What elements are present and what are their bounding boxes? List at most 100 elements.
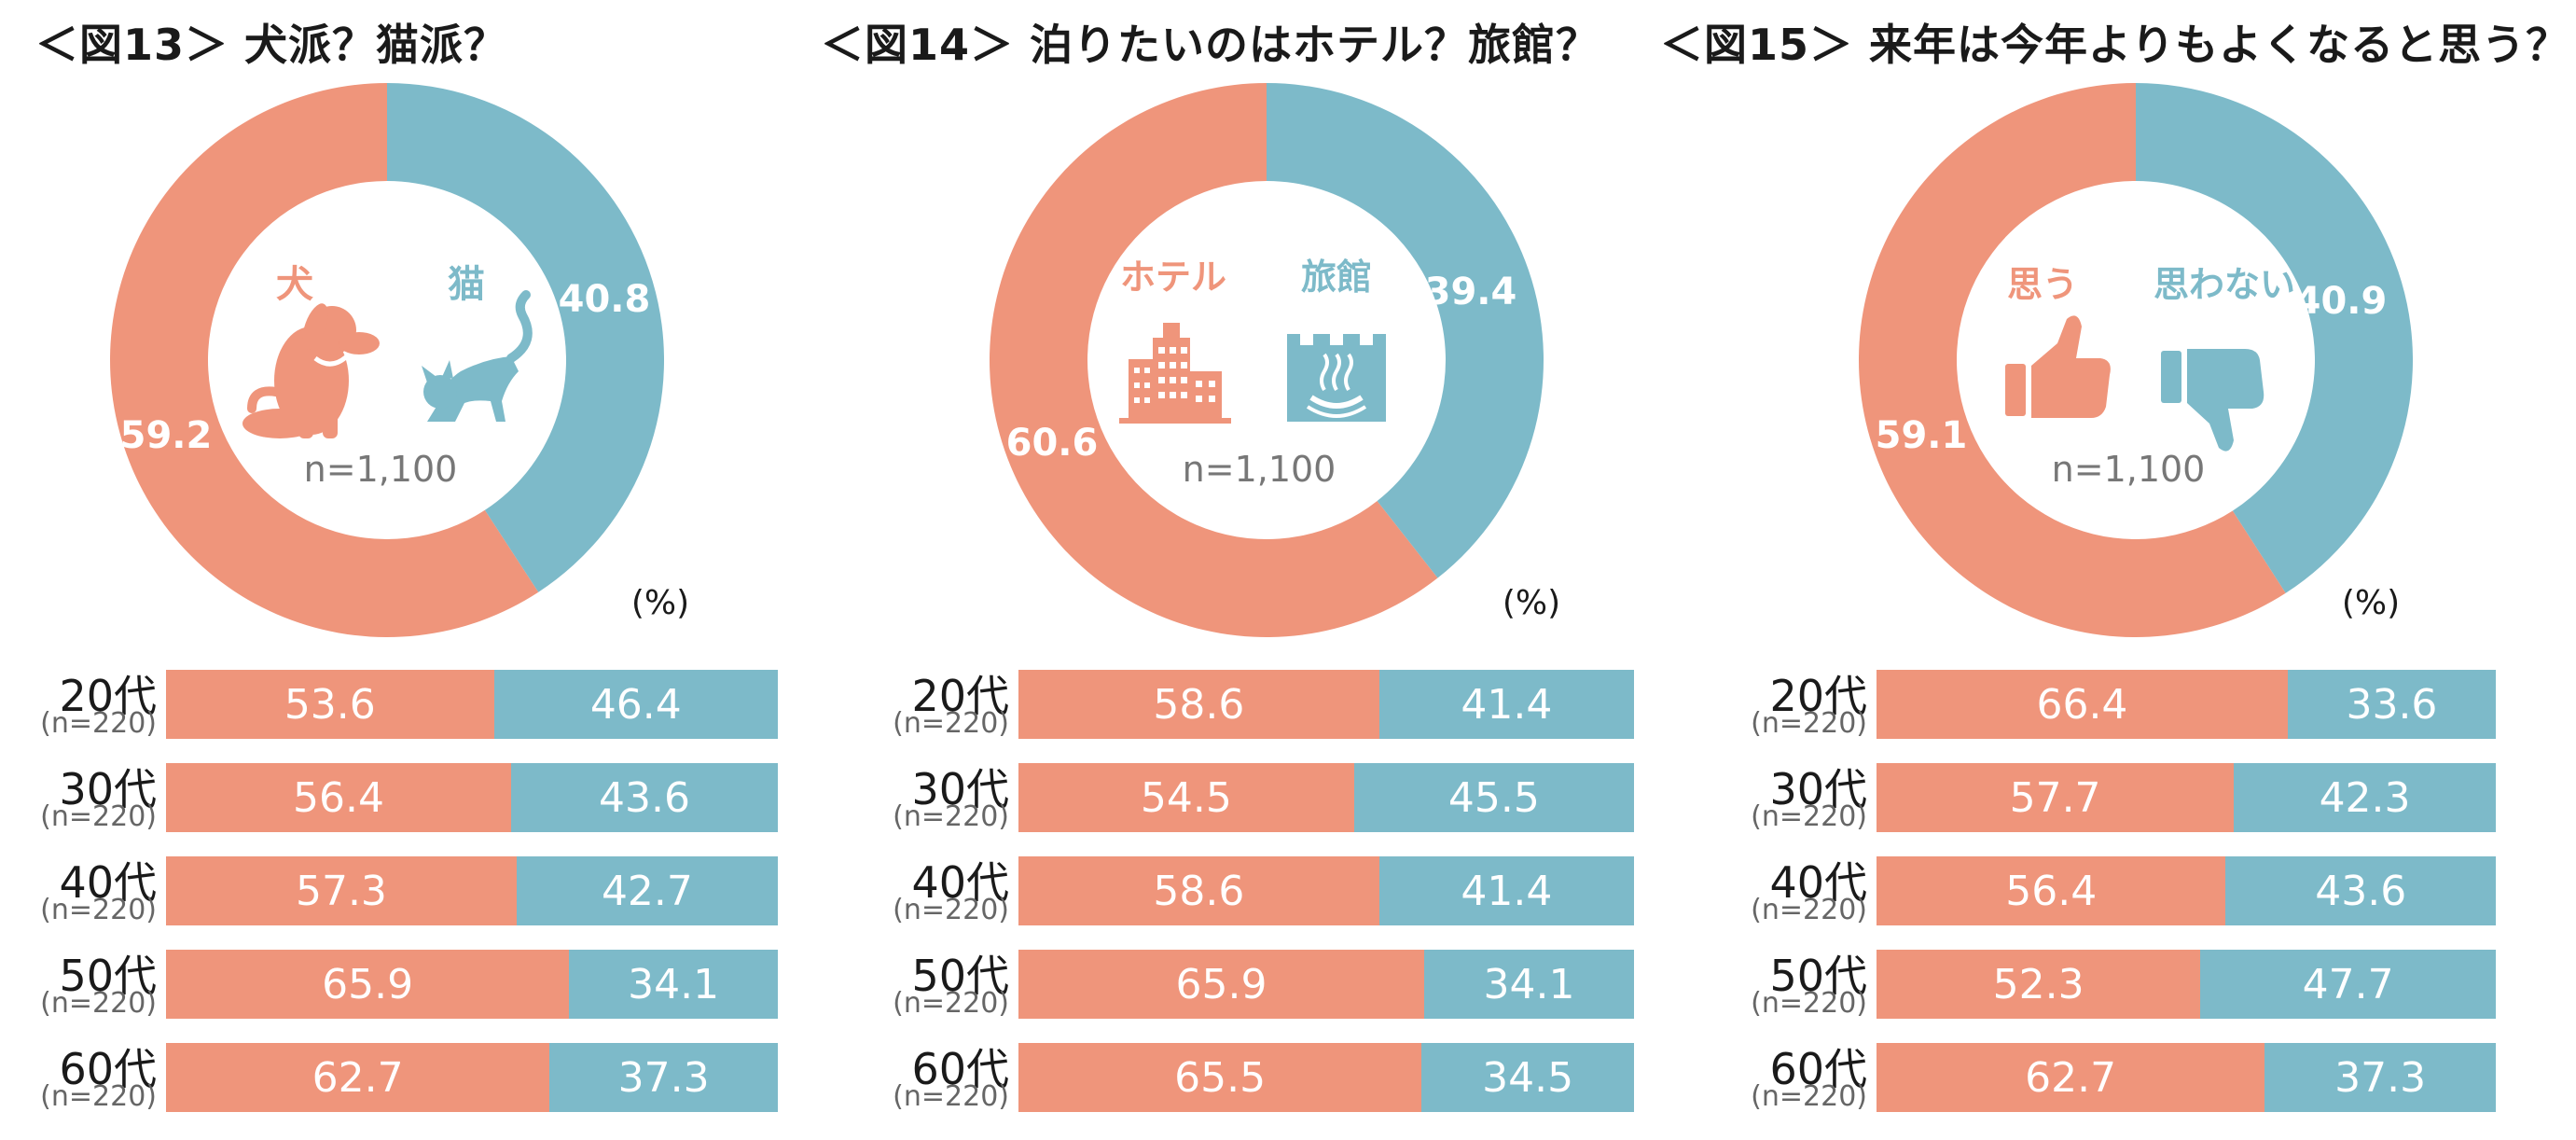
age-group-sample: (n=220): [1751, 987, 1867, 1020]
pie-slice-hotel-building: [990, 83, 1438, 637]
age-group-label: 30代: [1769, 764, 1867, 814]
age-group-label: 20代: [59, 671, 157, 721]
hotel-building-icon: [1119, 323, 1231, 424]
stacked-bar: 65.9 34.1: [1018, 950, 1634, 1019]
category-label-ryokan: 旅館: [1301, 257, 1372, 298]
stacked-bar: 56.4 43.6: [166, 763, 778, 832]
bar-segment-secondary: 37.3: [2264, 1043, 2496, 1112]
ryokan-hot-spring-icon: [1287, 334, 1386, 422]
sample-size: n=1,100: [1183, 449, 1336, 490]
bar-segment-primary: 58.6: [1018, 670, 1379, 739]
age-group-label: 60代: [1769, 1044, 1867, 1094]
figure-title: ＜図13＞ 犬派？猫派？: [35, 20, 508, 70]
age-group-sample: (n=220): [893, 800, 1009, 833]
stacked-bar: 53.6 46.4: [166, 670, 778, 739]
donut-chart-hotel-ryokan: ホテル 旅館: [990, 83, 1560, 637]
category-label-no: 思わない: [2154, 264, 2295, 305]
bar-segment-primary: 65.9: [166, 950, 570, 1019]
thumbs-up-icon: [2005, 315, 2111, 418]
bar-segment-primary: 54.5: [1018, 763, 1354, 832]
age-group-sample: (n=220): [40, 1080, 157, 1113]
figure-14-panel: ＜図14＞ 泊りたいのはホテル？旅館？ ホテル 旅館: [821, 0, 1634, 1140]
pie-slice-thumbs-up: [1859, 83, 2286, 637]
figure-15-panel: ＜図15＞ 来年は今年よりもよくなると思う？ 思う 思わない n=1,100 5…: [1660, 0, 2569, 1140]
age-group-label: 40代: [59, 857, 157, 908]
age-group-label: 40代: [911, 857, 1009, 908]
dog-icon: [242, 303, 380, 438]
bar-segment-primary: 56.4: [1877, 856, 2226, 925]
pie-value-label-dog: 59.2: [120, 414, 213, 457]
age-group-label: 30代: [59, 764, 157, 814]
age-group-label: 50代: [911, 951, 1009, 1001]
pie-value-label-hotel: 60.6: [1006, 422, 1099, 465]
age-group-sample: (n=220): [1751, 800, 1867, 833]
bar-segment-secondary: 33.6: [2287, 670, 2496, 739]
pie-value-label-cat: 40.8: [559, 278, 651, 321]
pie-slice-ryokan-hot-spring: [1267, 83, 1544, 578]
bar-segment-secondary: 34.5: [1421, 1043, 1634, 1112]
sample-size: n=1,100: [2052, 449, 2206, 490]
bar-segment-secondary: 46.4: [493, 670, 778, 739]
age-group-sample: (n=220): [893, 707, 1009, 740]
stacked-bar: 62.7 37.3: [166, 1043, 778, 1112]
age-group-sample: (n=220): [893, 1080, 1009, 1113]
age-group-sample: (n=220): [40, 894, 157, 926]
bar-segment-secondary: 45.5: [1353, 763, 1634, 832]
age-group-label: 40代: [1769, 857, 1867, 908]
bar-segment-secondary: 47.7: [2200, 950, 2496, 1019]
age-group-sample: (n=220): [1751, 707, 1867, 740]
pie-value-label-yes: 59.1: [1876, 414, 1968, 457]
bar-segment-secondary: 34.1: [1423, 950, 1634, 1019]
bar-segment-primary: 58.6: [1018, 856, 1379, 925]
stacked-bar: 65.9 34.1: [166, 950, 778, 1019]
donut-chart-dog-cat: 犬 猫 n=1,100 59: [110, 83, 689, 637]
unit-label: (%): [1503, 584, 1560, 622]
stacked-bar: 62.7 37.3: [1877, 1043, 2496, 1112]
bar-segment-primary: 62.7: [166, 1043, 550, 1112]
stacked-bar: 57.3 42.7: [166, 856, 778, 925]
figure-title: ＜図15＞ 来年は今年よりもよくなると思う？: [1660, 20, 2570, 70]
bar-segment-primary: 65.9: [1018, 950, 1424, 1019]
pie-value-label-no: 40.9: [2295, 280, 2388, 323]
pie-value-label-ryokan: 39.4: [1425, 271, 1517, 313]
stacked-bar: 58.6 41.4: [1018, 670, 1634, 739]
donut-chart-next-year: 思う 思わない n=1,100 59.1 40.9 (%): [1859, 83, 2413, 637]
pie-slice-dog: [110, 83, 539, 637]
stacked-bar: 65.5 34.5: [1018, 1043, 1634, 1112]
bar-segment-secondary: 34.1: [569, 950, 778, 1019]
bar-segment-primary: 65.5: [1018, 1043, 1422, 1112]
bar-segment-primary: 57.3: [166, 856, 517, 925]
bar-segment-secondary: 42.7: [516, 856, 778, 925]
bar-segment-secondary: 42.3: [2234, 763, 2496, 832]
unit-label: (%): [2342, 584, 2400, 622]
stacked-bar: 57.7 42.3: [1877, 763, 2496, 832]
age-group-sample: (n=220): [40, 707, 157, 740]
bar-segment-secondary: 37.3: [549, 1043, 778, 1112]
age-group-label: 60代: [59, 1044, 157, 1094]
bar-segment-primary: 52.3: [1877, 950, 2201, 1019]
pie-slice-cat: [387, 83, 664, 592]
bar-segment-secondary: 41.4: [1378, 856, 1634, 925]
age-group-sample: (n=220): [40, 987, 157, 1020]
stacked-bar: 56.4 43.6: [1877, 856, 2496, 925]
age-group-label: 60代: [911, 1044, 1009, 1094]
age-group-sample: (n=220): [40, 800, 157, 833]
category-label-dog: 犬: [276, 263, 313, 306]
bar-segment-primary: 57.7: [1877, 763, 2235, 832]
figure-title: ＜図14＞ 泊りたいのはホテル？旅館？: [821, 20, 1600, 70]
sample-size: n=1,100: [304, 449, 458, 490]
cat-icon: [422, 290, 533, 422]
age-group-sample: (n=220): [893, 894, 1009, 926]
bar-segment-primary: 56.4: [166, 763, 511, 832]
age-group-sample: (n=220): [1751, 1080, 1867, 1113]
age-group-label: 50代: [1769, 951, 1867, 1001]
figure-13-panel: ＜図13＞ 犬派？猫派？ 犬 猫: [35, 0, 838, 1140]
pie-slice-thumbs-down: [2136, 83, 2413, 593]
category-label-yes: 思う: [2007, 264, 2078, 305]
age-group-label: 50代: [59, 951, 157, 1001]
category-label-hotel: ホテル: [1120, 257, 1226, 298]
thumbs-down-icon: [2161, 349, 2264, 452]
age-group-sample: (n=220): [893, 987, 1009, 1020]
age-group-label: 20代: [1769, 671, 1867, 721]
